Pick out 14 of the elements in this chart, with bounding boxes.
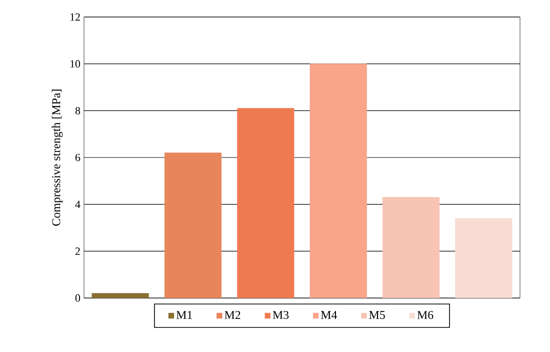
- legend-label: M3: [272, 310, 289, 320]
- y-tick-label: 4: [75, 200, 80, 208]
- legend-label: M2: [224, 310, 240, 319]
- y-tick-label: 2: [75, 248, 80, 255]
- y-tick-label: 8: [75, 106, 80, 114]
- legend-label: M4: [320, 311, 338, 319]
- y-tick-label: 0: [75, 294, 80, 302]
- legend-label: M6: [417, 310, 434, 320]
- y-tick-label: 12: [70, 13, 80, 21]
- y-tick-label: 6: [75, 154, 80, 162]
- y-axis-title: Compressive strength [MPa]: [52, 90, 63, 226]
- y-tick-label: 10: [70, 60, 80, 68]
- legend-label: M1: [176, 311, 192, 319]
- legend-label: M5: [369, 311, 385, 319]
